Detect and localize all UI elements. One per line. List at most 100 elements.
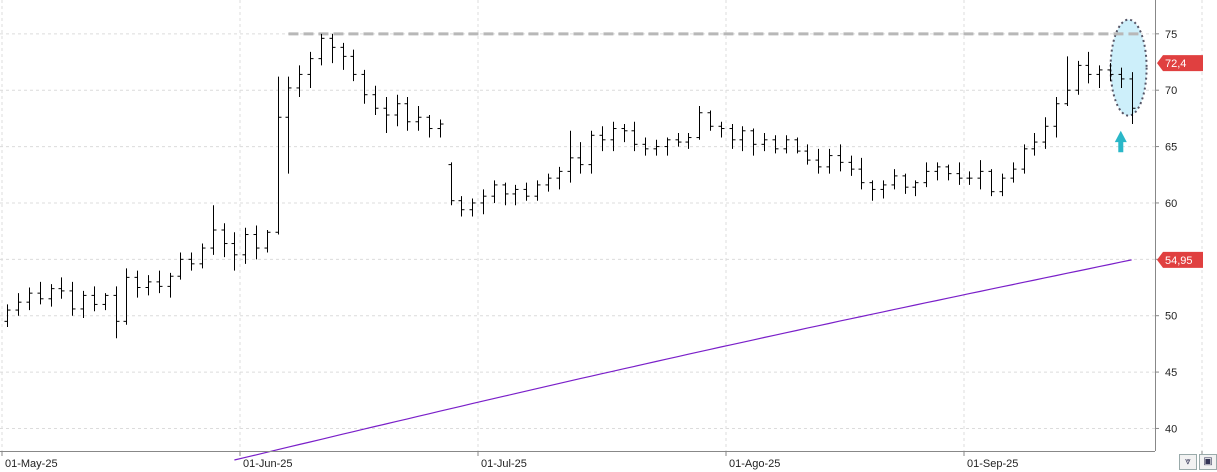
ohlc-bar <box>329 33 336 64</box>
ohlc-bar <box>296 65 303 97</box>
ohlc-bar <box>1075 60 1082 95</box>
x-tick-label: 01-Jun-25 <box>243 458 293 470</box>
ohlc-bar <box>718 121 725 138</box>
ohlc-bar <box>394 94 401 127</box>
ohlc-bar <box>123 268 130 325</box>
ohlc-bar <box>372 85 379 116</box>
ohlc-bar <box>448 162 455 206</box>
ohlc-bar <box>253 225 260 260</box>
moving-average-line <box>234 259 1132 461</box>
ohlc-bar <box>923 162 930 188</box>
ohlc-bar <box>188 252 195 271</box>
ohlc-bar <box>772 135 779 154</box>
ohlc-bar <box>794 137 801 154</box>
x-tick-label: 01-Ago-25 <box>729 458 780 470</box>
ohlc-bar <box>80 290 87 318</box>
ohlc-bar <box>1107 63 1114 82</box>
ohlc-bar <box>653 139 660 156</box>
ohlc-bar <box>15 293 22 316</box>
ohlc-bar <box>113 286 120 339</box>
ohlc-bar <box>783 135 790 154</box>
y-tick-label: 65 <box>1165 142 1177 154</box>
ohlc-bar <box>934 162 941 181</box>
ohlc-bar <box>556 166 563 190</box>
ohlc-bar <box>826 148 833 174</box>
ohlc-bar <box>134 270 141 298</box>
ohlc-bar <box>945 164 952 181</box>
ohlc-bar <box>210 205 217 255</box>
ohlc-bar <box>837 144 844 172</box>
ohlc-bar <box>988 169 995 197</box>
y-tick-label: 45 <box>1165 367 1177 379</box>
ohlc-bar <box>318 33 325 66</box>
x-tick-label: 01-Jul-25 <box>481 458 527 470</box>
ohlc-bar <box>4 304 11 327</box>
nav-controls: ⩔ ▣ <box>1179 454 1217 470</box>
ohlc-bar <box>285 76 292 174</box>
ohlc-bar <box>545 173 552 192</box>
ohlc-bar <box>48 284 55 307</box>
ohlc-bar <box>1042 117 1049 149</box>
ohlc-bar <box>69 281 76 316</box>
ohlc-bar <box>956 162 963 185</box>
ohlc-bar <box>102 293 109 311</box>
ohlc-bar <box>675 133 682 147</box>
highlight-ellipse <box>1109 18 1148 117</box>
x-tick-label: 01-Sep-25 <box>967 458 1018 470</box>
ohlc-bar <box>383 96 390 134</box>
ohlc-bar <box>912 180 919 197</box>
ohlc-bar <box>902 173 909 194</box>
ohlc-bar <box>26 287 33 311</box>
y-tick-label: 75 <box>1165 29 1177 41</box>
ohlc-bar <box>621 124 628 143</box>
ohlc-bar <box>58 277 65 299</box>
ohlc-bar <box>567 130 574 183</box>
ohlc-bar <box>696 105 703 140</box>
ohlc-bar <box>502 182 509 206</box>
ohlc-bar <box>869 180 876 201</box>
ohlc-bar <box>804 144 811 165</box>
ohlc-bar <box>1010 162 1017 183</box>
ohlc-bar <box>1118 67 1125 88</box>
ohlc-bar <box>426 115 433 138</box>
ohlc-bar <box>491 180 498 203</box>
axes <box>0 0 1156 452</box>
ohlc-bar <box>858 157 865 190</box>
ohlc-bar <box>37 281 44 305</box>
ohlc-bar <box>999 173 1006 197</box>
ohlc-bar <box>880 180 887 199</box>
grid-layer <box>0 0 1203 451</box>
last-price-badge-text: 72,4 <box>1165 58 1186 70</box>
ohlc-bar <box>588 130 595 174</box>
ohlc-bar <box>815 148 822 174</box>
ohlc-bar <box>199 243 206 269</box>
ma-value-badge-bg <box>1157 251 1203 268</box>
ohlc-bar <box>221 223 228 258</box>
highlight-layer <box>1109 18 1148 117</box>
ma-value-badge: 54,95 <box>1157 251 1203 268</box>
ohlc-bar <box>156 270 163 294</box>
ohlc-bar <box>275 76 282 235</box>
ohlc-bar <box>177 252 184 280</box>
ohlc-bar <box>610 121 617 152</box>
ma-value-badge-text: 54,95 <box>1165 255 1193 267</box>
ohlc-bar <box>91 286 98 312</box>
y-tick-label: 70 <box>1165 85 1177 97</box>
ohlc-bar <box>1021 144 1028 174</box>
ohlc-bar <box>707 110 714 131</box>
ohlc-bar <box>480 189 487 215</box>
ma-polyline <box>234 259 1132 461</box>
save-button[interactable]: ▣ <box>1199 454 1217 470</box>
ohlc-bar <box>469 198 476 217</box>
ohlc-bar <box>350 49 357 82</box>
zoom-button[interactable]: ⩔ <box>1179 454 1197 470</box>
ohlc-bar <box>729 124 736 149</box>
ohlc-bar <box>739 126 746 152</box>
ohlc-bar <box>437 119 444 138</box>
ohlc-bar <box>1096 65 1103 88</box>
last-price-badge: 72,4 <box>1157 55 1203 72</box>
ohlc-bar <box>685 133 692 149</box>
ohlc-bar <box>761 133 768 152</box>
price-bars <box>4 33 1136 339</box>
